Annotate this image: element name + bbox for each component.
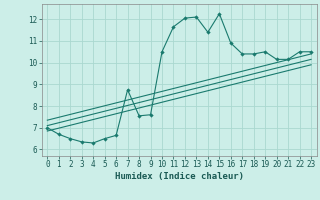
X-axis label: Humidex (Indice chaleur): Humidex (Indice chaleur) xyxy=(115,172,244,181)
